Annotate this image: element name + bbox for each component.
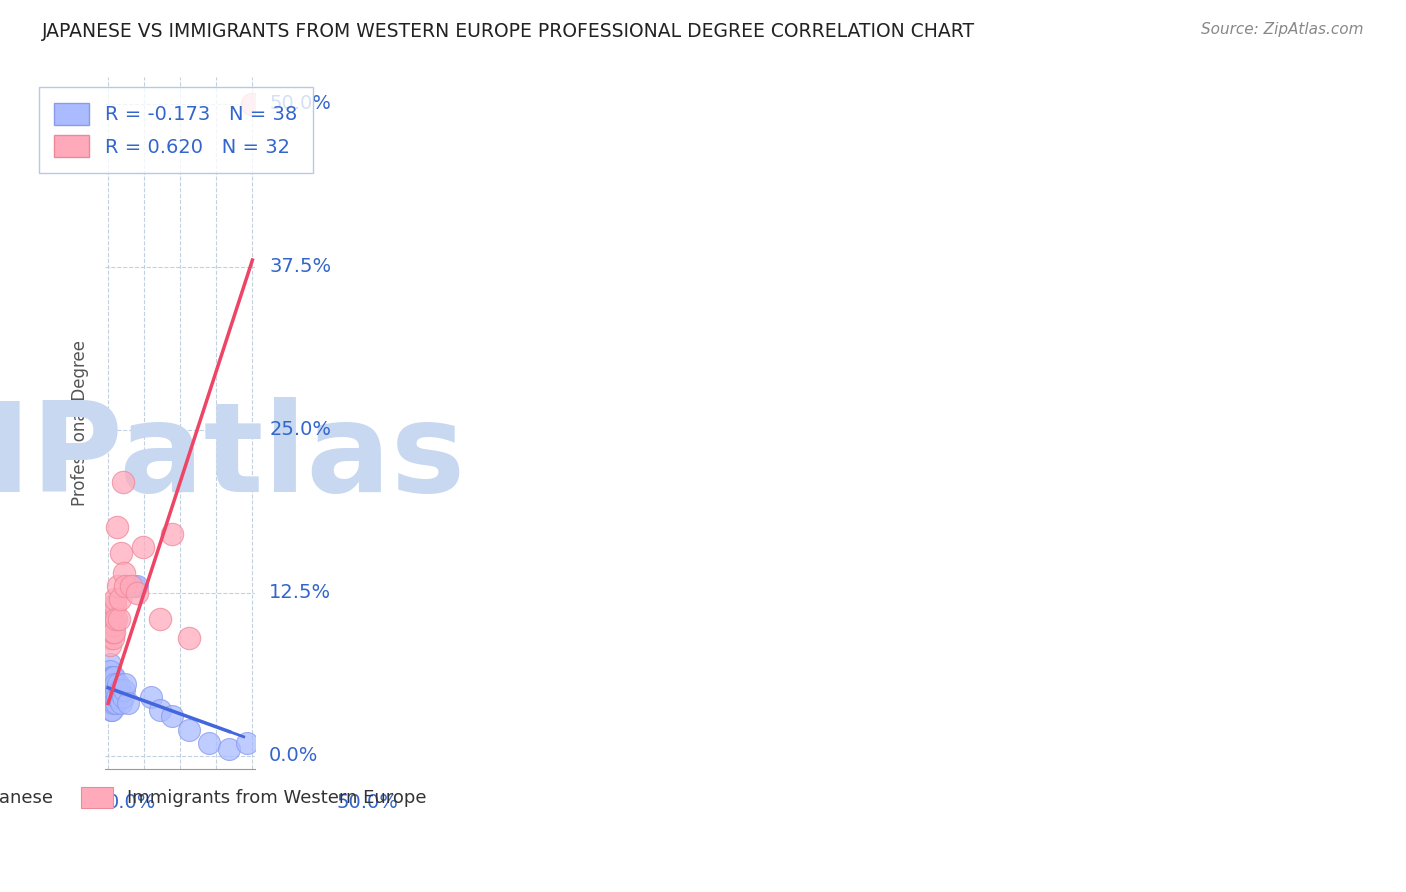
- Point: [125, 579, 148, 593]
- Point: [108, 612, 131, 626]
- Point: [98, 631, 121, 645]
- Point: [105, 520, 128, 534]
- Point: [149, 612, 172, 626]
- Point: [103, 612, 125, 626]
- Text: 50.0%: 50.0%: [269, 94, 330, 113]
- Point: [122, 579, 145, 593]
- Point: [107, 579, 129, 593]
- Point: [104, 677, 127, 691]
- Text: 12.5%: 12.5%: [269, 583, 332, 602]
- Point: [101, 631, 124, 645]
- Point: [177, 723, 200, 737]
- Point: [112, 566, 135, 580]
- Point: [98, 670, 121, 684]
- Point: [103, 690, 125, 704]
- Point: [103, 677, 125, 691]
- Point: [112, 683, 135, 698]
- Point: [101, 618, 124, 632]
- Legend: Japanese, Immigrants from Western Europe: Japanese, Immigrants from Western Europe: [0, 780, 434, 815]
- Point: [120, 579, 142, 593]
- Point: [100, 664, 122, 678]
- Text: Source: ZipAtlas.com: Source: ZipAtlas.com: [1201, 22, 1364, 37]
- Point: [101, 683, 124, 698]
- Point: [100, 703, 122, 717]
- Point: [117, 697, 139, 711]
- Point: [101, 612, 124, 626]
- Point: [100, 690, 122, 704]
- Point: [103, 697, 125, 711]
- Point: [100, 624, 122, 639]
- Point: [103, 670, 125, 684]
- Point: [111, 690, 134, 704]
- Text: 50.0%: 50.0%: [336, 793, 398, 812]
- Text: 37.5%: 37.5%: [269, 257, 332, 276]
- Point: [101, 624, 124, 639]
- Point: [110, 546, 132, 560]
- Y-axis label: Professional Degree: Professional Degree: [72, 340, 89, 506]
- Point: [218, 742, 240, 756]
- Point: [114, 579, 136, 593]
- Point: [160, 527, 183, 541]
- Point: [103, 605, 125, 619]
- Point: [104, 612, 127, 626]
- Point: [101, 670, 124, 684]
- Point: [198, 735, 221, 749]
- Point: [103, 618, 125, 632]
- Point: [160, 709, 183, 723]
- Point: [104, 599, 127, 613]
- Point: [98, 657, 121, 672]
- Point: [97, 677, 120, 691]
- Point: [104, 592, 127, 607]
- Point: [105, 697, 128, 711]
- Point: [141, 690, 163, 704]
- Point: [110, 697, 132, 711]
- Point: [125, 585, 148, 599]
- Point: [105, 690, 128, 704]
- Text: ZIPatlas: ZIPatlas: [0, 397, 465, 518]
- Point: [98, 638, 121, 652]
- Point: [100, 605, 122, 619]
- Text: JAPANESE VS IMMIGRANTS FROM WESTERN EUROPE PROFESSIONAL DEGREE CORRELATION CHART: JAPANESE VS IMMIGRANTS FROM WESTERN EURO…: [42, 22, 976, 41]
- Point: [100, 683, 122, 698]
- Text: 0.0%: 0.0%: [107, 793, 156, 812]
- Point: [108, 592, 131, 607]
- Point: [100, 618, 122, 632]
- Point: [104, 683, 127, 698]
- Point: [98, 697, 121, 711]
- Text: 0.0%: 0.0%: [269, 746, 319, 765]
- Point: [149, 703, 172, 717]
- Point: [114, 677, 136, 691]
- Point: [101, 670, 124, 684]
- Point: [100, 677, 122, 691]
- Point: [103, 624, 125, 639]
- Point: [111, 475, 134, 489]
- Point: [101, 703, 124, 717]
- Point: [101, 599, 124, 613]
- Point: [242, 96, 264, 111]
- Point: [107, 677, 129, 691]
- Point: [101, 697, 124, 711]
- Point: [177, 631, 200, 645]
- Point: [132, 540, 155, 554]
- Text: 25.0%: 25.0%: [269, 420, 332, 439]
- Point: [235, 735, 257, 749]
- Point: [108, 683, 131, 698]
